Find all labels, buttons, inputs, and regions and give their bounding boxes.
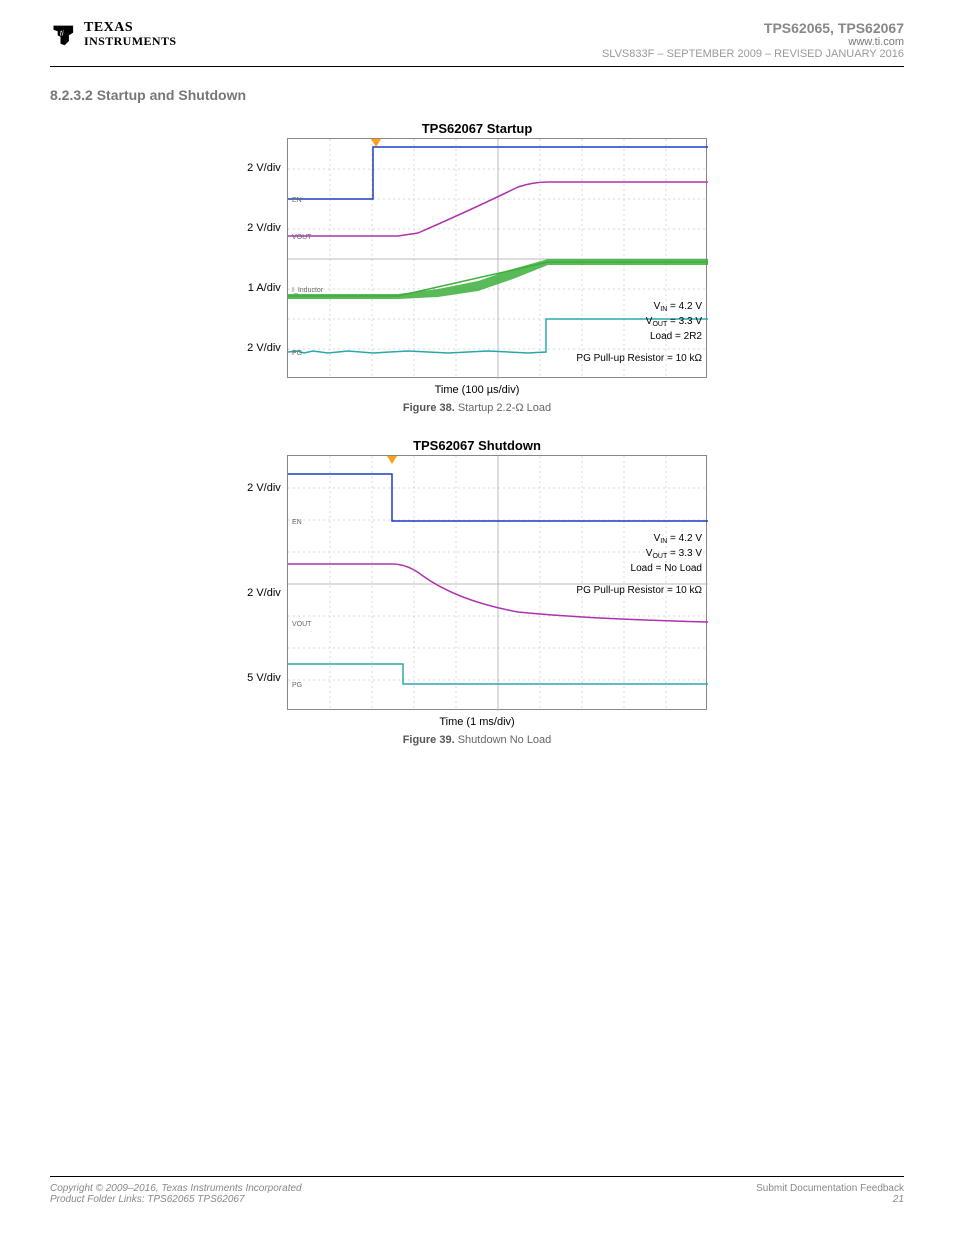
fig1-xlabel: Time (100 µs/div) [50, 384, 904, 396]
fig2-caption-num: Figure 39. [403, 734, 455, 746]
fig2-axis [288, 456, 708, 711]
page: ti TEXAS INSTRUMENTS TPS62065, TPS62067 … [0, 0, 954, 1235]
svg-text:ti: ti [60, 28, 64, 37]
fig1-title: TPS62067 Startup [50, 121, 904, 136]
fig1-caption-num: Figure 38. [403, 402, 455, 414]
footer-links: Product Folder Links: TPS62065 TPS62067 [50, 1194, 302, 1205]
fig2-annot-3: PG Pull-up Resistor = 10 kΩ [576, 585, 702, 596]
fig1: 2 V/div 2 V/div 1 A/div 2 V/div [50, 138, 904, 378]
fig1-annot-0: VIN = 4.2 V [653, 301, 702, 313]
footer-left: Copyright © 2009–2016, Texas Instruments… [50, 1183, 302, 1205]
fig1-ylabel-3: 2 V/div [247, 342, 281, 354]
fig1-caption: Figure 38. Startup 2.2-Ω Load [50, 402, 904, 414]
header-meta: TPS62065, TPS62067 www.ti.com SLVS833F –… [602, 20, 904, 60]
footer-right: Submit Documentation Feedback 21 [756, 1183, 904, 1205]
fig1-label-pg: PG [292, 350, 302, 357]
section-title: 8.2.3.2 Startup and Shutdown [50, 87, 904, 103]
fig2-annot-2: Load = No Load [630, 563, 701, 574]
fig1-ylabels: 2 V/div 2 V/div 1 A/div 2 V/div [247, 138, 287, 378]
trigger-marker-icon [387, 456, 397, 464]
fig1-annot-2: Load = 2R2 [650, 331, 702, 342]
fig1-ylabel-2: 1 A/div [248, 282, 281, 294]
fig1-plot: EN VOUT I_Inductor PG VIN = 4.2 V VO [287, 138, 707, 378]
footer-page: 21 [756, 1194, 904, 1205]
fig1-label-en: EN [292, 197, 302, 204]
header-doc-id: SLVS833F – SEPTEMBER 2009 – REVISED JANU… [602, 48, 904, 60]
fig2-annot-1: VOUT = 3.3 V [646, 548, 703, 560]
fig1-label-vout: VOUT [292, 234, 312, 241]
fig2-xlabel: Time (1 ms/div) [50, 716, 904, 728]
footer-copyright: Copyright © 2009–2016, Texas Instruments… [50, 1183, 302, 1194]
header-parts: TPS62065, TPS62067 [602, 20, 904, 36]
fig1-ylabel-0: 2 V/div [247, 162, 281, 174]
header-url[interactable]: www.ti.com [848, 36, 904, 48]
fig1-annot-3: PG Pull-up Resistor = 10 kΩ [576, 353, 702, 364]
brand-line2: INSTRUMENTS [84, 35, 176, 47]
ti-logo-icon: ti [50, 20, 78, 48]
footer-submit[interactable]: Submit Documentation Feedback [756, 1183, 904, 1194]
brand-logo: ti TEXAS INSTRUMENTS [50, 20, 176, 48]
fig2-ylabel-0: 2 V/div [247, 482, 281, 494]
fig2-plot: EN VOUT PG VIN = 4.2 V VOUT = 3.3 V Load… [287, 455, 707, 710]
fig2-annot-0: VIN = 4.2 V [653, 533, 702, 545]
fig2-caption: Figure 39. Shutdown No Load [50, 734, 904, 746]
page-footer: Copyright © 2009–2016, Texas Instruments… [50, 1176, 904, 1205]
fig1-annot-1: VOUT = 3.3 V [646, 316, 703, 328]
fig1-caption-text: Startup 2.2-Ω Load [458, 402, 551, 414]
fig2: 2 V/div 2 V/div 5 V/div [50, 455, 904, 710]
brand-line1: TEXAS [84, 21, 176, 35]
fig1-ylabel-1: 2 V/div [247, 222, 281, 234]
fig2-caption-text: Shutdown No Load [458, 734, 552, 746]
page-header: ti TEXAS INSTRUMENTS TPS62065, TPS62067 … [50, 20, 904, 67]
fig2-label-en: EN [292, 519, 302, 526]
fig2-label-pg: PG [292, 682, 302, 689]
fig2-ylabel-2: 5 V/div [247, 672, 281, 684]
fig2-ylabels: 2 V/div 2 V/div 5 V/div [247, 455, 287, 710]
fig2-ylabel-1: 2 V/div [247, 587, 281, 599]
fig2-label-vout: VOUT [292, 621, 312, 628]
brand-text: TEXAS INSTRUMENTS [84, 21, 176, 47]
fig2-title: TPS62067 Shutdown [50, 438, 904, 453]
fig1-label-il: I_Inductor [292, 287, 324, 294]
